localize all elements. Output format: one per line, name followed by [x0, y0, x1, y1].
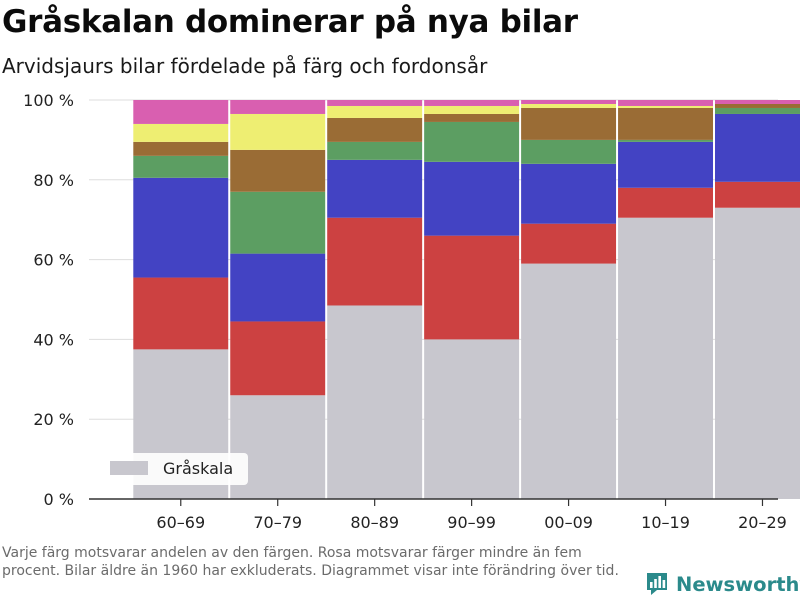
bar-segment: [327, 159, 423, 218]
bar-segment: [618, 217, 714, 499]
bar-segment: [424, 105, 520, 114]
bar-segment: [424, 121, 520, 162]
x-tick-label: 70–79: [253, 513, 302, 532]
bar-segment: [521, 263, 617, 499]
bar-segment: [618, 107, 714, 140]
bar-segment: [230, 253, 326, 322]
footnote: Varje färg motsvarar andelen av den färg…: [2, 545, 619, 579]
bar-segment: [133, 123, 229, 142]
bar-segment: [424, 235, 520, 340]
bar-segment: [618, 100, 714, 106]
bar-segment: [424, 161, 520, 236]
bar-segment: [133, 177, 229, 278]
x-tick-label: 10–19: [641, 513, 690, 532]
bar-segment: [715, 103, 800, 108]
bar-segment: [327, 105, 423, 118]
x-tick-label: 20–29: [738, 513, 787, 532]
bar-segment: [521, 100, 617, 104]
bar-segment: [521, 163, 617, 224]
chart-subtitle: Arvidsjaurs bilar fördelade på färg och …: [2, 54, 488, 78]
bar-segment: [715, 100, 800, 104]
bar-segment: [230, 191, 326, 254]
bar-segment: [618, 105, 714, 108]
bar-segment: [327, 305, 423, 499]
x-tick-label: 00–09: [544, 513, 593, 532]
y-tick-label: 60 %: [33, 251, 74, 270]
bar-segment: [715, 113, 800, 182]
x-tick-label: 60–69: [156, 513, 205, 532]
bar-segment: [133, 100, 229, 124]
bar-segment: [133, 155, 229, 178]
bar-segment: [133, 141, 229, 156]
y-tick-label: 100 %: [23, 91, 74, 110]
bar-segment: [618, 141, 714, 188]
y-tick-label: 0 %: [44, 490, 74, 509]
legend-label: Gråskala: [163, 459, 233, 478]
bar-segment: [715, 107, 800, 114]
bar-segment: [424, 339, 520, 499]
brand-name: Newsworthy: [676, 572, 800, 596]
x-axis-ticks: 60–69 70–79 80–89 90–99 00–09 10–19 20–29: [156, 499, 787, 532]
y-axis-ticks: 0 % 20 % 40 % 60 % 80 % 100 %: [23, 91, 74, 509]
y-tick-label: 40 %: [33, 330, 74, 349]
bar-segment: [230, 149, 326, 192]
bar-segment: [521, 139, 617, 164]
bar-segment: [715, 181, 800, 208]
chart-title: Gråskalan dominerar på nya bilar: [2, 4, 578, 40]
bar-segment: [424, 113, 520, 122]
bar-segment: [230, 100, 326, 114]
bar-segment: [133, 277, 229, 350]
x-tick-label: 90–99: [447, 513, 496, 532]
bar-segment: [715, 207, 800, 500]
bar-segment: [521, 223, 617, 264]
bar-segment: [618, 139, 714, 142]
bar-segment: [327, 117, 423, 142]
bar-segment: [327, 141, 423, 160]
bar-segment: [521, 107, 617, 140]
bar-segment: [618, 187, 714, 218]
brand[interactable]: Newsworthy: [645, 569, 800, 599]
bar-segment: [327, 217, 423, 306]
bar-segment: [521, 103, 617, 108]
bar-segment: [327, 100, 423, 106]
bar-segment: [230, 113, 326, 150]
y-tick-label: 20 %: [33, 410, 74, 429]
newsworthy-bar-chart-logo-icon: [647, 573, 667, 595]
y-tick-label: 80 %: [33, 171, 74, 190]
bar-segment: [424, 100, 520, 106]
bar-stacks: [133, 100, 800, 500]
legend: Gråskala: [100, 453, 248, 485]
bar-segment: [230, 321, 326, 396]
legend-swatch: [110, 461, 148, 475]
x-tick-label: 80–89: [350, 513, 399, 532]
stacked-bar-chart: 0 % 20 % 40 % 60 % 80 % 100 % 60–69 70–79 80–89…: [23, 91, 800, 532]
